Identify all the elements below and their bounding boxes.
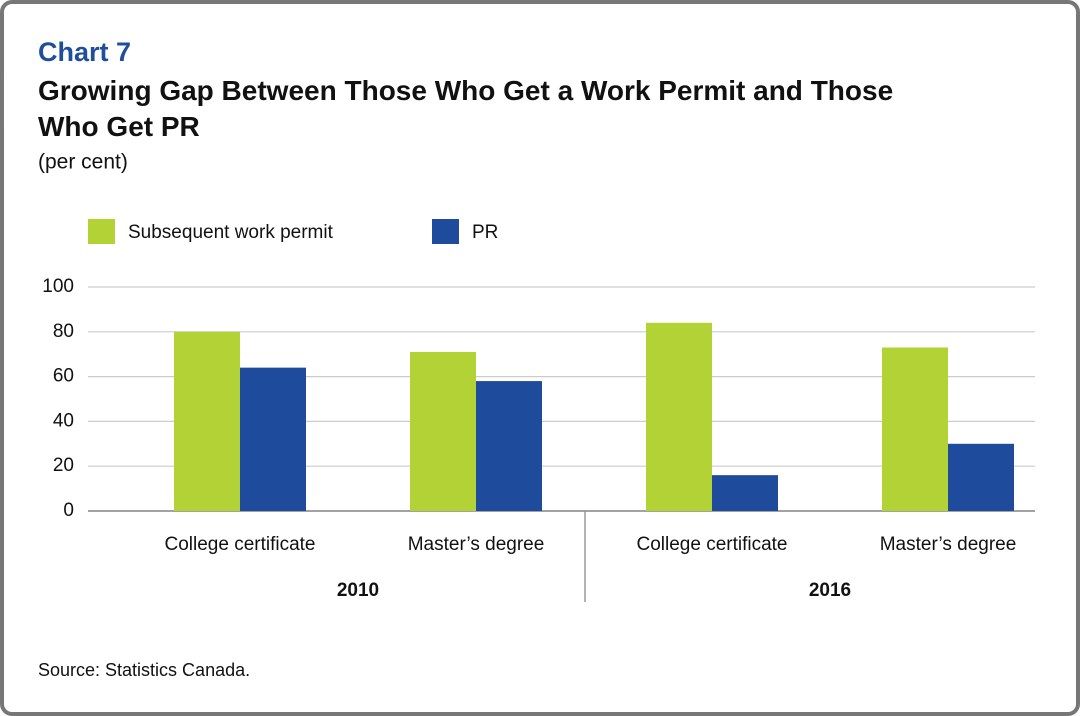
bar: [240, 367, 306, 511]
y-tick-label: 20: [53, 455, 74, 476]
bar: [948, 443, 1014, 511]
y-tick-label: 0: [63, 500, 74, 521]
chart-title: Growing Gap Between Those Who Get a Work…: [38, 75, 893, 142]
legend-swatch: [88, 219, 115, 244]
x-tick-label: Master’s degree: [408, 534, 545, 555]
legend-label: Subsequent work permit: [128, 222, 334, 243]
bar: [174, 331, 240, 511]
x-tick-label: Master’s degree: [880, 534, 1017, 555]
legend-swatch: [432, 219, 459, 244]
y-tick-label: 60: [53, 366, 74, 387]
y-tick-label: 80: [53, 321, 74, 342]
x-tick-label: College certificate: [164, 534, 315, 555]
x-tick-label: College certificate: [636, 534, 787, 555]
source: Source: Statistics Canada.: [38, 660, 250, 680]
y-tick-label: 40: [53, 410, 74, 431]
bar: [410, 351, 476, 511]
bar: [712, 475, 778, 511]
bar: [476, 381, 542, 511]
y-tick-label: 100: [42, 276, 74, 297]
bar: [646, 322, 712, 511]
group-label: 2010: [337, 580, 379, 601]
group-label: 2016: [809, 580, 851, 601]
legend-label: PR: [472, 222, 498, 243]
bar: [882, 347, 948, 511]
chart-subtitle: (per cent): [38, 151, 128, 174]
chart-label: Chart 7: [38, 37, 131, 67]
